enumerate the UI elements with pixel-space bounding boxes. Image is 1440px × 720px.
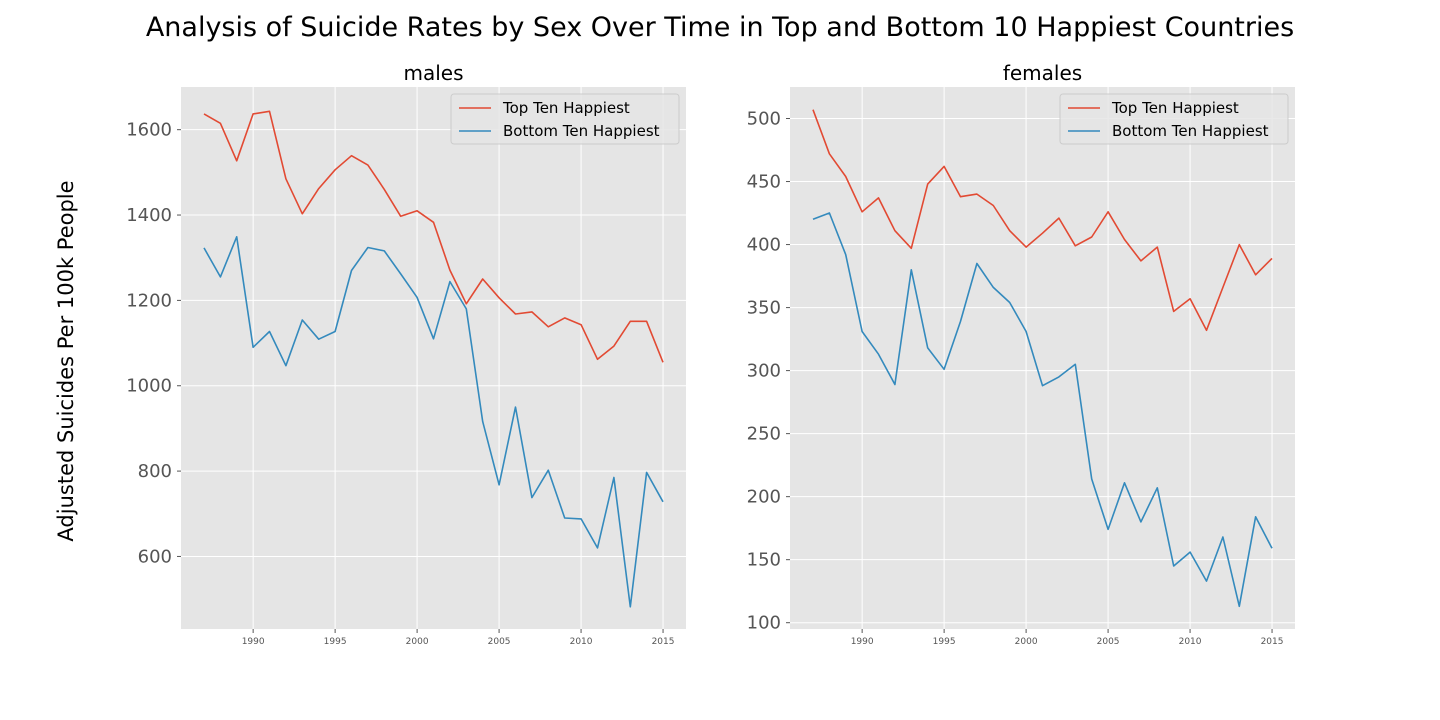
males-series-top-ten-line: [203, 110, 664, 363]
males-y-tick-label: 1000: [126, 376, 172, 397]
females-y-tick-label: 350: [747, 298, 781, 319]
males-y-tick-label: 800: [138, 461, 172, 482]
males-subplot-title: males: [403, 61, 463, 85]
males-y-tick-label: 600: [138, 546, 172, 567]
males-subplot: 1990 1995 2000 2005 2010 2015 600 800 1000 1200 14…: [126, 61, 686, 647]
males-y-tick-label: 1400: [126, 205, 172, 226]
females-y-tick-label: 250: [747, 424, 781, 445]
males-series-bottom-ten-line: [203, 236, 664, 608]
females-x-tick-label: 2000: [1015, 637, 1038, 647]
males-x-tick-label: 2005: [488, 637, 511, 647]
females-y-tick-label: 300: [747, 361, 781, 382]
males-x-tick-label: 2015: [652, 637, 675, 647]
females-legend: Top Ten Happiest Bottom Ten Happiest: [1059, 93, 1289, 145]
females-y-tick-label: 450: [747, 172, 781, 193]
males-y-tick-label: 1200: [126, 290, 172, 311]
females-x-tick-label: 1990: [851, 637, 874, 647]
males-x-tick-label: 1990: [242, 637, 265, 647]
females-subplot: 1990 1995 2000 2005 2010 2015 100 150 200 250 300 3…: [747, 61, 1295, 647]
females-x-tick-label: 2015: [1261, 637, 1284, 647]
females-x-tick-label: 1995: [933, 637, 956, 647]
females-y-tick-label: 400: [747, 235, 781, 256]
males-legend-label: Top Ten Happiest: [502, 99, 630, 117]
females-series-bottom-ten-line: [812, 212, 1273, 608]
females-plot-area: [790, 87, 1295, 629]
females-legend-label: Top Ten Happiest: [1111, 99, 1239, 117]
figure-title: Analysis of Suicide Rates by Sex Over Ti…: [146, 12, 1294, 43]
females-y-tick-label: 150: [747, 550, 781, 571]
shared-y-axis-label: Adjusted Suicides Per 100k People: [54, 180, 78, 541]
males-x-tick-label: 2000: [406, 637, 429, 647]
females-x-tick-label: 2010: [1179, 637, 1202, 647]
males-plot-area: [181, 87, 686, 629]
females-x-tick-label: 2005: [1097, 637, 1120, 647]
females-y-tick-label: 100: [747, 613, 781, 634]
females-y-tick-label: 200: [747, 487, 781, 508]
males-x-tick-label: 2010: [570, 637, 593, 647]
males-legend: Top Ten Happiest Bottom Ten Happiest: [450, 93, 680, 145]
females-subplot-title: females: [1003, 61, 1082, 85]
females-legend-box: [1059, 93, 1289, 145]
males-legend-box: [450, 93, 680, 145]
males-x-tick-label: 1995: [324, 637, 347, 647]
males-legend-label: Bottom Ten Happiest: [503, 122, 660, 140]
females-series-top-ten-line: [812, 109, 1273, 332]
females-y-tick-label: 500: [747, 109, 781, 130]
males-y-tick-label: 1600: [126, 120, 172, 141]
females-legend-label: Bottom Ten Happiest: [1112, 122, 1269, 140]
